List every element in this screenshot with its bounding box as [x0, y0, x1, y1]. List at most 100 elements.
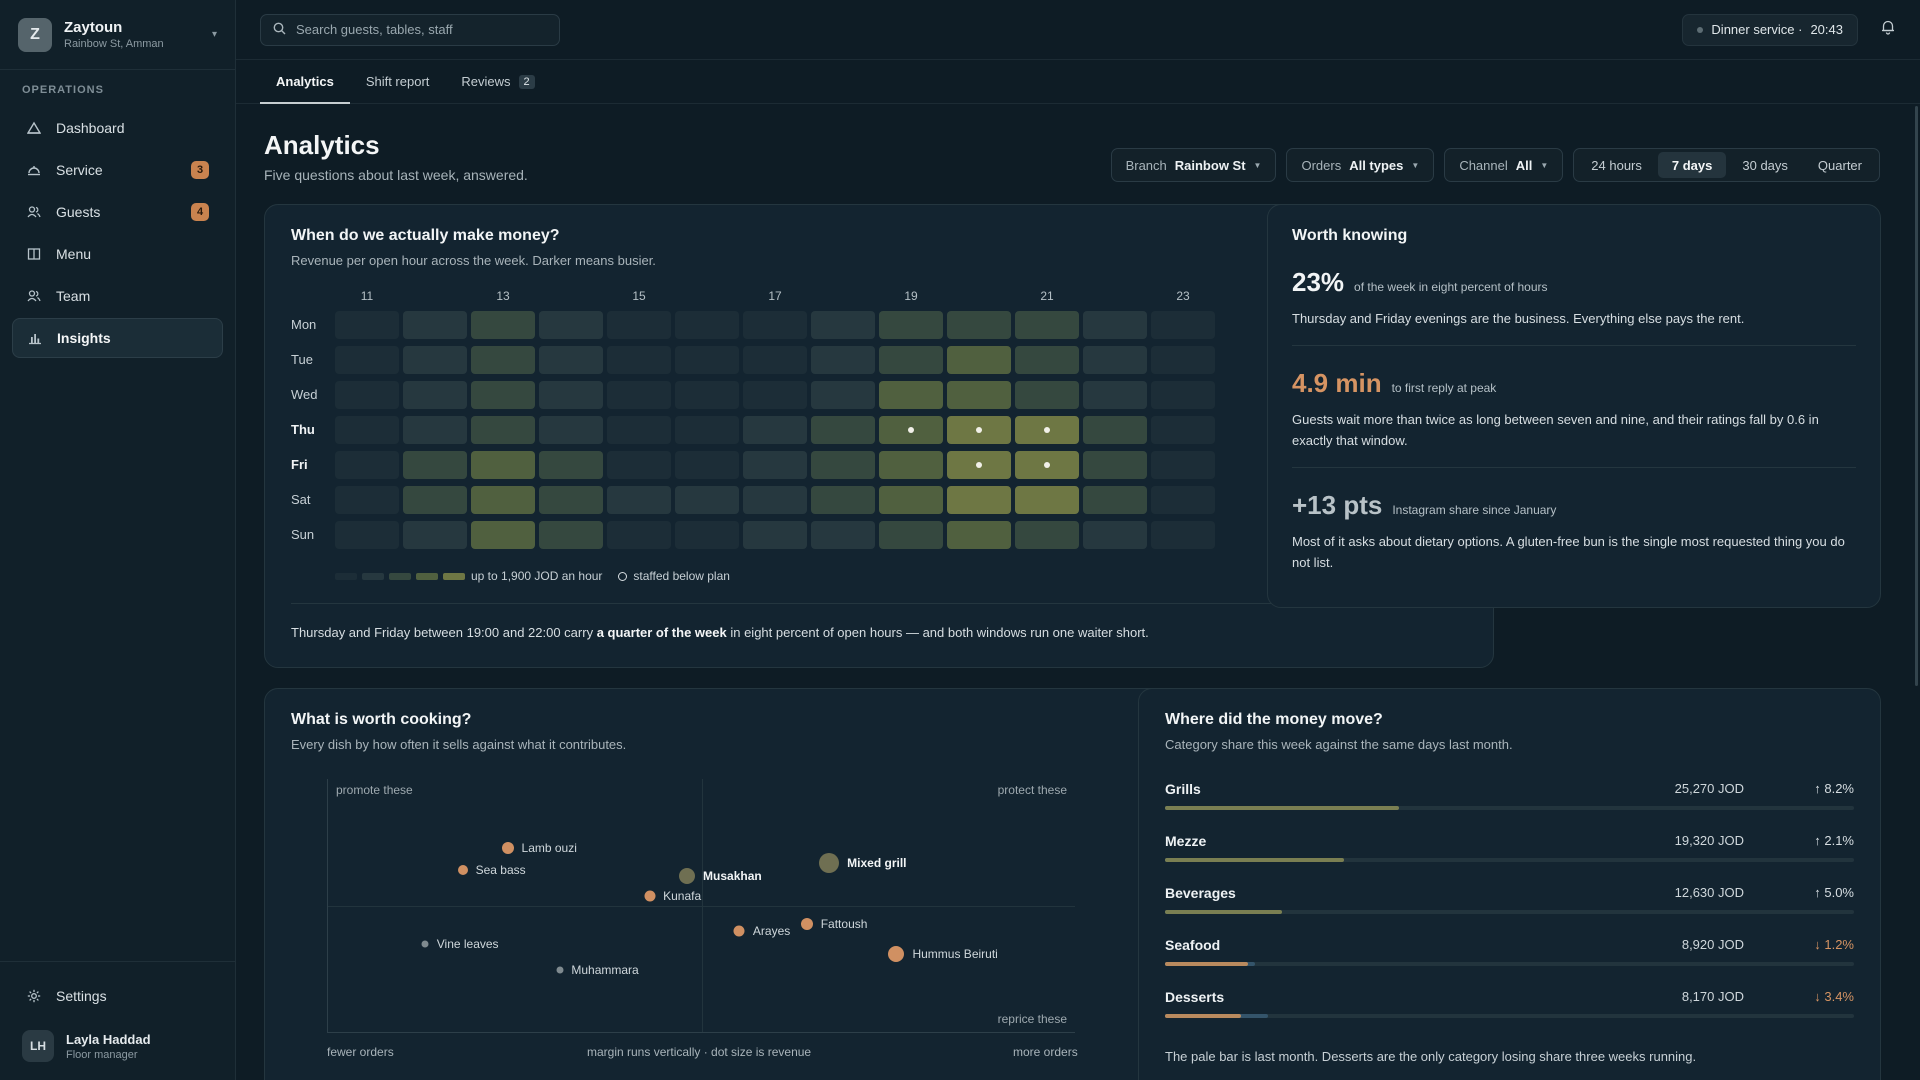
sidebar-item-menu[interactable]: Menu: [12, 234, 223, 274]
sidebar-item-guests[interactable]: Guests 4: [12, 192, 223, 232]
heatmap-cell[interactable]: [743, 521, 807, 549]
heatmap-cell[interactable]: [811, 451, 875, 479]
channel-filter[interactable]: Channel All ▼: [1444, 148, 1564, 182]
heatmap-cell[interactable]: [1015, 381, 1079, 409]
heatmap-cell[interactable]: [675, 486, 739, 514]
heatmap-cell[interactable]: [471, 486, 535, 514]
heatmap-cell[interactable]: [1151, 311, 1215, 339]
heatmap-cell[interactable]: [403, 451, 467, 479]
heatmap-cell[interactable]: [539, 451, 603, 479]
heatmap-cell[interactable]: [947, 381, 1011, 409]
heatmap-cell[interactable]: [1015, 346, 1079, 374]
brand-switcher[interactable]: Z Zaytoun Rainbow St, Amman ▾: [0, 0, 235, 70]
heatmap-cell[interactable]: [811, 521, 875, 549]
heatmap-cell[interactable]: [335, 521, 399, 549]
heatmap-cell[interactable]: [743, 381, 807, 409]
heatmap-cell[interactable]: [743, 311, 807, 339]
heatmap-cell[interactable]: [403, 486, 467, 514]
service-status[interactable]: Dinner service · 20:43: [1682, 13, 1858, 46]
tab-analytics[interactable]: Analytics: [260, 60, 350, 104]
dish-point[interactable]: [501, 841, 514, 854]
heatmap-cell[interactable]: [743, 416, 807, 444]
bell-icon[interactable]: [1880, 19, 1896, 40]
heatmap-cell[interactable]: [471, 381, 535, 409]
heatmap-cell[interactable]: [1151, 346, 1215, 374]
heatmap-cell[interactable]: [743, 346, 807, 374]
heatmap-cell[interactable]: [607, 346, 671, 374]
heatmap-cell[interactable]: [1083, 311, 1147, 339]
heatmap-cell[interactable]: [335, 346, 399, 374]
heatmap-cell[interactable]: [607, 311, 671, 339]
scrollbar[interactable]: [1915, 106, 1918, 686]
heatmap-cell[interactable]: [811, 346, 875, 374]
category-row[interactable]: Mezze 19,320 JOD ↑ 2.1%: [1165, 833, 1854, 873]
heatmap-cell[interactable]: [539, 416, 603, 444]
category-row[interactable]: Seafood 8,920 JOD ↓ 1.2%: [1165, 937, 1854, 977]
heatmap-cell[interactable]: [471, 521, 535, 549]
heatmap-cell[interactable]: [811, 416, 875, 444]
heatmap-cell[interactable]: [811, 486, 875, 514]
heatmap-cell[interactable]: [1015, 521, 1079, 549]
heatmap-cell[interactable]: [1083, 346, 1147, 374]
heatmap-cell[interactable]: [539, 521, 603, 549]
heatmap-cell[interactable]: [743, 451, 807, 479]
period-7-days[interactable]: 7 days: [1657, 152, 1727, 178]
heatmap-cell[interactable]: [947, 416, 1011, 444]
heatmap-cell[interactable]: [607, 451, 671, 479]
heatmap-cell[interactable]: [539, 486, 603, 514]
heatmap-cell[interactable]: [471, 346, 535, 374]
heatmap-cell[interactable]: [675, 521, 739, 549]
heatmap-cell[interactable]: [335, 451, 399, 479]
category-row[interactable]: Desserts 8,170 JOD ↓ 3.4%: [1165, 989, 1854, 1029]
heatmap-cell[interactable]: [947, 521, 1011, 549]
heatmap-cell[interactable]: [471, 451, 535, 479]
heatmap-cell[interactable]: [607, 381, 671, 409]
heatmap-cell[interactable]: [403, 346, 467, 374]
heatmap-cell[interactable]: [1015, 486, 1079, 514]
heatmap-cell[interactable]: [1083, 416, 1147, 444]
heatmap-cell[interactable]: [403, 416, 467, 444]
tab-reviews[interactable]: Reviews 2: [445, 60, 550, 103]
dish-point[interactable]: [556, 966, 564, 973]
heatmap-cell[interactable]: [1151, 486, 1215, 514]
heatmap-cell[interactable]: [403, 521, 467, 549]
heatmap-cell[interactable]: [879, 381, 943, 409]
dish-point[interactable]: [800, 917, 813, 930]
heatmap-cell[interactable]: [947, 346, 1011, 374]
dish-point[interactable]: [733, 925, 745, 937]
heatmap-cell[interactable]: [607, 521, 671, 549]
sidebar-item-team[interactable]: Team: [12, 276, 223, 316]
sidebar-item-settings[interactable]: Settings: [12, 976, 223, 1016]
heatmap-cell[interactable]: [471, 416, 535, 444]
heatmap-cell[interactable]: [1083, 451, 1147, 479]
heatmap-cell[interactable]: [539, 311, 603, 339]
dish-point[interactable]: [421, 940, 429, 948]
heatmap-cell[interactable]: [1151, 451, 1215, 479]
heatmap-cell[interactable]: [539, 381, 603, 409]
heatmap-cell[interactable]: [1015, 416, 1079, 444]
heatmap-cell[interactable]: [1151, 521, 1215, 549]
heatmap-cell[interactable]: [335, 416, 399, 444]
sidebar-item-insights[interactable]: Insights: [12, 318, 223, 358]
dish-point[interactable]: [644, 890, 656, 902]
user-profile[interactable]: LH Layla Haddad Floor manager: [0, 1018, 235, 1080]
search-input[interactable]: Search guests, tables, staff: [260, 13, 560, 46]
branch-filter[interactable]: Branch Rainbow St ▼: [1110, 148, 1277, 182]
sidebar-item-service[interactable]: Service 3: [12, 150, 223, 190]
period-24-hours[interactable]: 24 hours: [1591, 157, 1642, 173]
category-row[interactable]: Beverages 12,630 JOD ↑ 5.0%: [1165, 885, 1854, 925]
heatmap-cell[interactable]: [1015, 451, 1079, 479]
heatmap-cell[interactable]: [811, 381, 875, 409]
dish-point[interactable]: [457, 865, 468, 876]
heatmap-cell[interactable]: [607, 486, 671, 514]
heatmap-cell[interactable]: [743, 486, 807, 514]
heatmap-cell[interactable]: [1083, 521, 1147, 549]
heatmap-cell[interactable]: [335, 486, 399, 514]
heatmap-cell[interactable]: [947, 451, 1011, 479]
heatmap-cell[interactable]: [675, 311, 739, 339]
heatmap-cell[interactable]: [471, 311, 535, 339]
category-row[interactable]: Grills 25,270 JOD ↑ 8.2%: [1165, 781, 1854, 821]
tab-shift-report[interactable]: Shift report: [365, 74, 430, 89]
heatmap-cell[interactable]: [1151, 416, 1215, 444]
heatmap-cell[interactable]: [947, 486, 1011, 514]
